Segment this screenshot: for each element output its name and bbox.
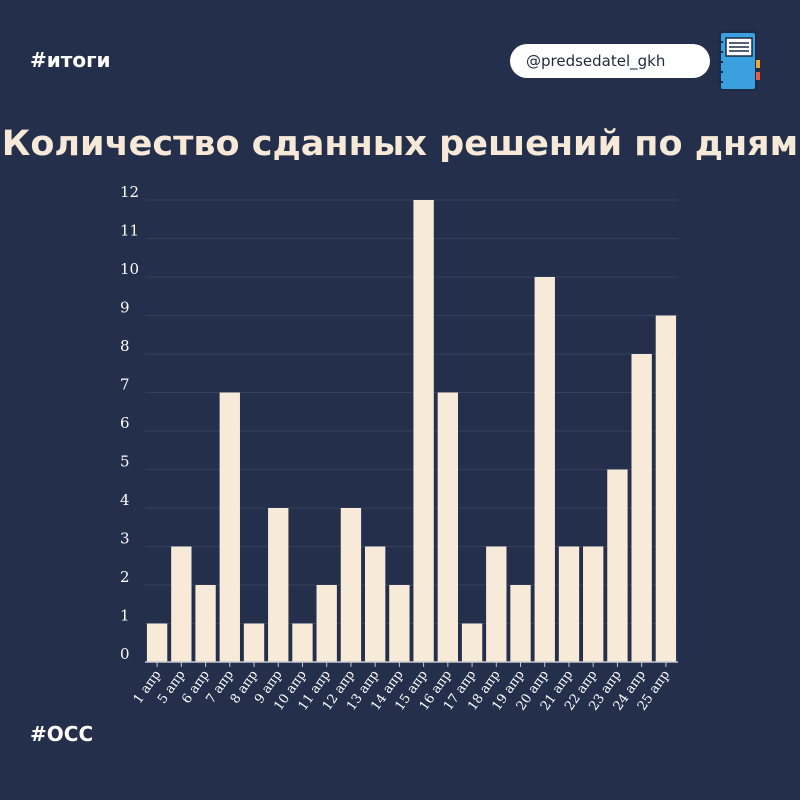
- bar: [195, 585, 216, 662]
- bar: [389, 585, 410, 662]
- notebook-icon: [717, 31, 760, 91]
- y-tick-label: 3: [120, 530, 130, 548]
- bar: [292, 623, 313, 662]
- y-tick-label: 6: [120, 414, 130, 432]
- bar: [486, 546, 507, 662]
- bar: [583, 546, 604, 662]
- bar: [510, 585, 531, 662]
- y-tick-label: 12: [120, 183, 139, 201]
- bar: [316, 585, 337, 662]
- y-tick-label: 11: [120, 222, 139, 240]
- bar: [340, 508, 362, 662]
- y-tick-label: 5: [120, 453, 130, 471]
- bar: [146, 623, 168, 662]
- bar: [655, 315, 677, 662]
- y-tick-label: 2: [120, 568, 130, 586]
- bar: [171, 546, 192, 662]
- bar: [364, 546, 386, 662]
- bar: [413, 200, 434, 662]
- hashtag-top: #итоги: [30, 48, 111, 72]
- channel-handle: @predsedatel_gkh: [510, 44, 710, 78]
- chart-title: Количество сданных решений по дням: [1, 124, 799, 164]
- bar: [268, 508, 289, 662]
- bar: [437, 392, 459, 662]
- bar: [219, 392, 240, 662]
- y-tick-label: 7: [120, 376, 130, 394]
- y-tick-label: 10: [120, 260, 139, 278]
- y-tick-label: 8: [120, 337, 130, 355]
- y-tick-label: 1: [120, 607, 130, 625]
- bar: [243, 623, 265, 662]
- bar: [534, 277, 555, 662]
- channel-badge: @predsedatel_gkh: [510, 30, 760, 92]
- bar: [631, 354, 652, 662]
- bar: [461, 623, 483, 662]
- bar: [558, 546, 580, 662]
- y-tick-label: 0: [120, 645, 130, 663]
- hashtag-bottom: #ОСС: [30, 722, 94, 746]
- y-tick-label: 4: [120, 491, 130, 509]
- bar: [607, 469, 628, 662]
- y-tick-label: 9: [120, 299, 130, 317]
